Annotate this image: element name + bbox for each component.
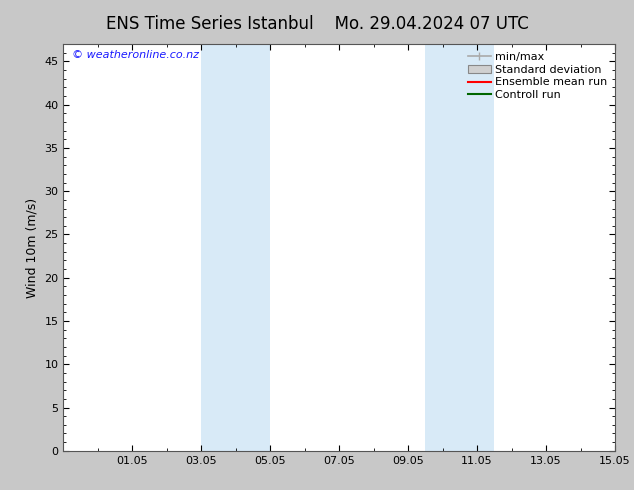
Y-axis label: Wind 10m (m/s): Wind 10m (m/s) — [26, 197, 39, 297]
Bar — [425, 44, 495, 451]
Bar — [202, 44, 270, 451]
Legend: min/max, Standard deviation, Ensemble mean run, Controll run: min/max, Standard deviation, Ensemble me… — [466, 49, 609, 102]
Text: © weatheronline.co.nz: © weatheronline.co.nz — [72, 50, 198, 60]
Text: ENS Time Series Istanbul    Mo. 29.04.2024 07 UTC: ENS Time Series Istanbul Mo. 29.04.2024 … — [106, 15, 528, 33]
